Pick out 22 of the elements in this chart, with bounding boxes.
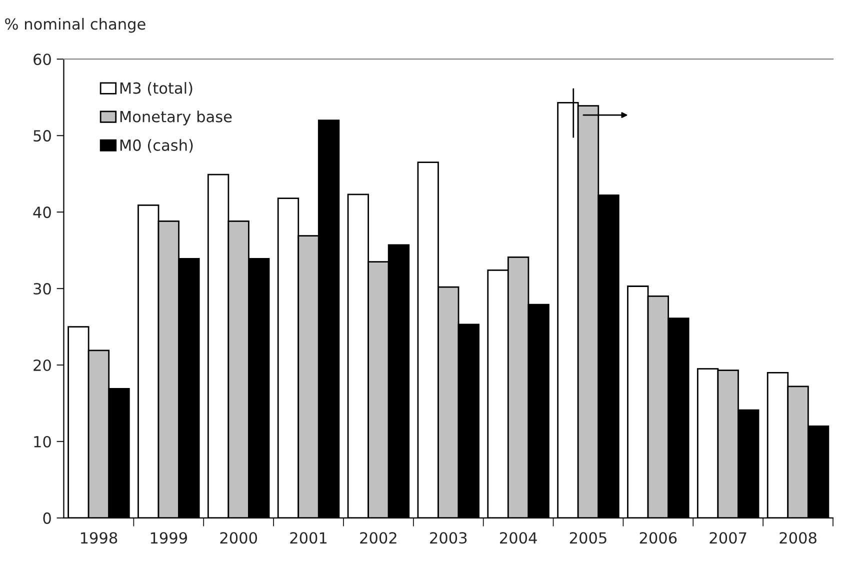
legend-label: M0 (cash) — [120, 139, 193, 153]
x-tick-label: 2001 — [290, 532, 327, 544]
y-tick-label: 60 — [34, 54, 51, 66]
x-tick-label: 2007 — [710, 532, 746, 544]
x-tick-label: 2008 — [780, 532, 816, 544]
legend-label: M3 (total) — [120, 82, 192, 96]
x-tick-label: 2003 — [430, 532, 467, 544]
y-tick-label: 30 — [34, 283, 51, 295]
x-tick-label: 1999 — [150, 532, 188, 544]
y-tick-label: 50 — [34, 130, 51, 142]
y-tick-label: 0 — [43, 512, 51, 524]
x-tick-label: 2002 — [360, 532, 396, 544]
y-tick-label: 10 — [34, 436, 51, 448]
y-tick-label: 20 — [34, 359, 51, 372]
x-tick-label: 2006 — [640, 532, 677, 544]
x-tick-label: 2005 — [570, 532, 606, 544]
legend-label: Monetary base — [120, 110, 232, 126]
y-axis-title: % nominal change — [5, 18, 146, 33]
x-tick-label: 1998 — [80, 532, 118, 544]
y-tick-label: 40 — [33, 206, 51, 218]
x-tick-label: 2004 — [500, 532, 537, 544]
x-tick-label: 2000 — [220, 532, 258, 544]
